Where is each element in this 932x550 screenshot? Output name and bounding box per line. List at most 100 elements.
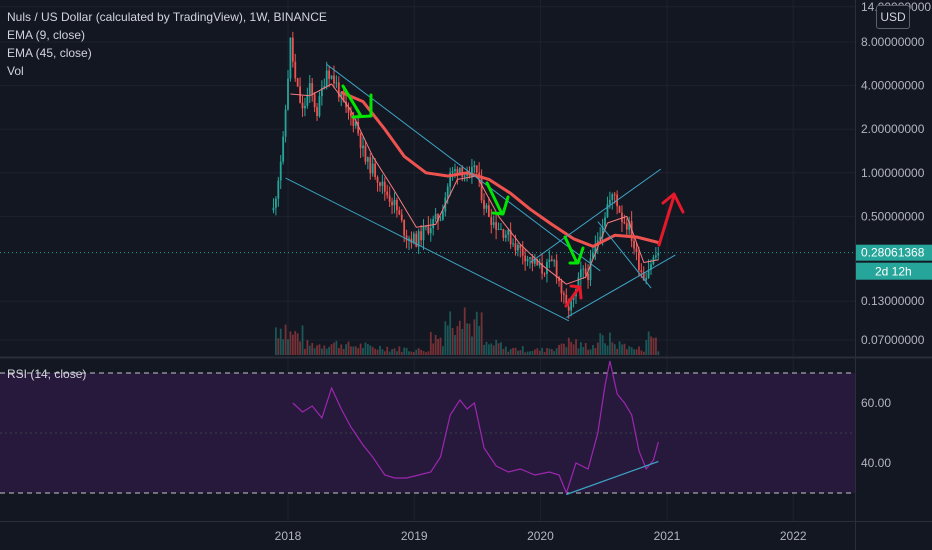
volume-bar bbox=[383, 351, 386, 355]
candle-body bbox=[282, 136, 285, 162]
rising-channel-bottom-trendline[interactable] bbox=[566, 254, 676, 319]
volume-bar bbox=[425, 352, 427, 355]
candle-body bbox=[495, 222, 498, 230]
volume-bar bbox=[630, 347, 633, 355]
volume-bar bbox=[601, 335, 604, 355]
candle-body bbox=[337, 82, 340, 98]
green-arrow-annotation bbox=[485, 181, 510, 216]
volume-legend[interactable]: Vol bbox=[7, 64, 24, 78]
volume-bar bbox=[473, 319, 476, 355]
candle-body bbox=[543, 273, 546, 275]
volume-bar bbox=[444, 321, 447, 355]
candle-body bbox=[519, 244, 522, 249]
volume-bar bbox=[567, 337, 570, 355]
volume-bar bbox=[318, 344, 321, 355]
candle-body bbox=[516, 244, 519, 251]
volume-bar bbox=[279, 328, 282, 355]
volume-bar bbox=[485, 341, 488, 355]
candle-body bbox=[320, 87, 323, 97]
volume-bar bbox=[575, 339, 577, 355]
volume-bar bbox=[359, 343, 362, 355]
volume-bar bbox=[497, 343, 500, 355]
red-arrow-annotation bbox=[564, 284, 583, 308]
volume-bar bbox=[357, 348, 360, 355]
ema9-legend[interactable]: EMA (9, close) bbox=[7, 28, 86, 42]
price-axis-label: 1.00000000 bbox=[861, 166, 925, 180]
candle-body bbox=[478, 172, 481, 178]
candle-body bbox=[480, 177, 483, 201]
candle-body bbox=[304, 105, 306, 109]
fall-line-trendline[interactable] bbox=[597, 221, 652, 289]
rsi-legend[interactable]: RSI (14, close) bbox=[7, 367, 87, 381]
candle-body bbox=[439, 219, 442, 221]
candle-body bbox=[277, 180, 280, 199]
candle-body bbox=[294, 61, 297, 79]
candle-body bbox=[403, 220, 406, 236]
candle-body bbox=[560, 281, 563, 294]
volume-bar bbox=[325, 348, 328, 355]
volume-bar bbox=[613, 344, 616, 355]
candle-body bbox=[640, 270, 643, 272]
price-axis-label: 0.07000000 bbox=[861, 333, 925, 347]
volume-bar bbox=[386, 346, 389, 355]
volume-bar bbox=[642, 351, 645, 355]
candle-body bbox=[635, 248, 638, 253]
candle-body bbox=[567, 306, 570, 311]
volume-bar bbox=[412, 352, 415, 355]
volume-bar bbox=[320, 348, 323, 355]
volume-bar bbox=[604, 343, 606, 355]
candle-body bbox=[577, 277, 580, 289]
candle-body bbox=[422, 226, 425, 241]
candle-body bbox=[487, 205, 490, 218]
candle-body bbox=[393, 199, 396, 206]
volume-bar bbox=[592, 345, 594, 355]
volume-bar bbox=[507, 351, 510, 355]
volume-bar bbox=[500, 342, 502, 355]
candle-body bbox=[335, 82, 338, 84]
volume-bar bbox=[621, 344, 623, 355]
volume-bar bbox=[490, 343, 493, 355]
currency-button[interactable]: USD bbox=[876, 5, 910, 29]
volume-bar bbox=[587, 349, 590, 355]
candle-body bbox=[446, 186, 449, 198]
volume-bar bbox=[299, 341, 302, 355]
volume-bar bbox=[645, 340, 648, 355]
candle-body bbox=[572, 296, 575, 300]
candle-body bbox=[538, 263, 541, 266]
candle-body bbox=[417, 231, 420, 247]
candle-body bbox=[657, 252, 660, 256]
candle-body bbox=[565, 294, 568, 307]
volume-bar bbox=[538, 350, 541, 355]
candle-body bbox=[507, 230, 510, 235]
rsi-trendline[interactable] bbox=[566, 460, 659, 496]
candle-body bbox=[625, 223, 628, 230]
candle-body bbox=[434, 214, 437, 220]
candle-body bbox=[587, 273, 589, 281]
ema45-legend[interactable]: EMA (45, close) bbox=[7, 46, 92, 60]
candle-body bbox=[553, 260, 556, 262]
volume-bar bbox=[405, 347, 408, 355]
candle-body bbox=[512, 243, 514, 245]
volume-bar bbox=[517, 350, 519, 355]
candle-body bbox=[376, 177, 379, 183]
candle-body bbox=[301, 102, 304, 109]
candle-body bbox=[589, 258, 592, 281]
volume-bar bbox=[495, 339, 498, 355]
lower-channel-trendline[interactable] bbox=[285, 177, 570, 322]
candle-body bbox=[325, 70, 328, 87]
volume-bar bbox=[369, 345, 372, 355]
volume-bar bbox=[396, 351, 398, 355]
candle-body bbox=[483, 200, 485, 209]
candle-body bbox=[362, 145, 364, 149]
candle-body bbox=[533, 259, 536, 264]
candle-body bbox=[451, 171, 454, 173]
price-axis-label: 2.00000000 bbox=[861, 122, 925, 136]
candle-body bbox=[642, 271, 645, 281]
volume-bar bbox=[589, 349, 592, 355]
volume-bar bbox=[461, 328, 464, 355]
candle-body bbox=[492, 222, 495, 225]
rising-channel-top-trendline[interactable] bbox=[529, 168, 662, 263]
candle-body bbox=[441, 211, 444, 220]
candle-body bbox=[608, 200, 611, 205]
